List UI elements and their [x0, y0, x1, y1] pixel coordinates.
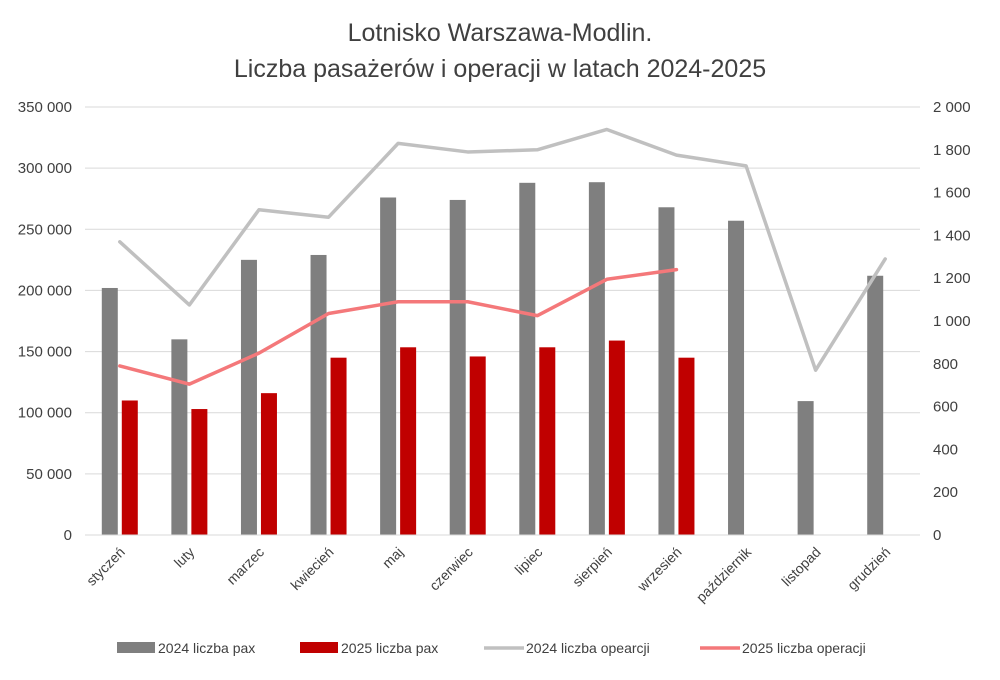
x-tick-label: czerwiec	[426, 544, 476, 594]
bar-2024-pax	[101, 287, 118, 535]
bar-2025-pax	[121, 400, 138, 535]
bar-2024-pax	[310, 254, 327, 536]
x-tick-label: wrzesień	[633, 544, 684, 595]
y-left-tick-label: 350 000	[18, 99, 72, 116]
y-right-tick-label: 400	[933, 441, 958, 458]
line-2024-operations	[118, 127, 887, 372]
y-axis-right: 0 200 400 600 800 1 000 1 200 1 400 1 600 1 800 2 …	[933, 99, 971, 544]
y-right-tick-label: 0	[933, 527, 941, 544]
chart-title-line2: Liczba pasażerów i operacji w latach 202…	[234, 55, 766, 83]
bar-2025-pax	[539, 347, 556, 535]
x-tick-label: lipiec	[512, 544, 546, 578]
bar-2024-pax	[588, 182, 605, 535]
legend-label: 2025 liczba operacji	[742, 640, 866, 656]
bar-2024-pax	[171, 339, 188, 535]
y-right-tick-label: 200	[933, 484, 958, 501]
bar-2024-pax	[797, 401, 814, 535]
bar-2025-pax	[260, 393, 277, 535]
y-right-tick-label: 1 000	[933, 313, 971, 330]
x-axis: styczeń luty marzec kwiecień maj czerwiec lipi…	[83, 534, 920, 605]
bar-2024-pax	[728, 220, 745, 535]
bar-2025-pax	[469, 356, 486, 535]
bar-2024-pax	[449, 199, 466, 536]
bar-2024-pax	[519, 182, 536, 535]
y-left-tick-label: 250 000	[18, 221, 72, 238]
x-tick-label: sierpień	[569, 544, 615, 590]
y-right-tick-label: 1 800	[933, 142, 971, 159]
bar-2024-pax	[380, 197, 397, 535]
legend-swatch	[300, 642, 338, 653]
bar-2025-pax	[400, 347, 417, 535]
x-tick-label: październik	[693, 543, 755, 605]
y-axis-left: 0 50 000 100 000 150 000 200 000 250 000 300 0…	[18, 99, 72, 544]
y-left-tick-label: 50 000	[26, 466, 72, 483]
bar-series	[101, 182, 884, 536]
y-right-tick-label: 1 200	[933, 270, 971, 287]
gridlines	[85, 106, 920, 536]
line-2025-operations	[118, 267, 679, 386]
legend-label: 2024 liczba pax	[158, 640, 255, 656]
bar-2025-pax	[191, 409, 208, 535]
bar-2025-pax	[678, 357, 695, 535]
y-right-tick-label: 600	[933, 399, 958, 416]
x-tick-label: grudzień	[844, 544, 893, 593]
y-right-tick-label: 2 000	[933, 99, 971, 116]
bar-2024-pax	[240, 259, 257, 535]
y-left-tick-label: 200 000	[18, 282, 72, 299]
bar-2025-pax	[330, 357, 347, 535]
y-right-tick-label: 800	[933, 356, 958, 373]
bar-2024-pax	[658, 207, 675, 535]
y-left-tick-label: 150 000	[18, 344, 72, 361]
legend-swatch	[117, 642, 155, 653]
y-left-tick-label: 0	[64, 527, 72, 544]
x-tick-label: maj	[379, 544, 406, 571]
bar-2024-pax	[867, 275, 884, 535]
y-left-tick-label: 300 000	[18, 160, 72, 177]
x-tick-label: listopad	[778, 544, 823, 589]
legend: 2024 liczba pax 2025 liczba pax 2024 liczb…	[117, 640, 866, 656]
y-right-tick-label: 1 400	[933, 227, 971, 244]
x-tick-label: luty	[171, 544, 198, 571]
y-left-tick-label: 100 000	[18, 405, 72, 422]
x-tick-label: styczeń	[83, 544, 128, 589]
line-series	[118, 127, 887, 386]
chart-title-line1: Lotnisko Warszawa-Modlin.	[348, 19, 653, 47]
y-right-tick-label: 1 600	[933, 185, 971, 202]
legend-label: 2024 liczba opearcji	[526, 640, 650, 656]
legend-label: 2025 liczba pax	[341, 640, 438, 656]
x-tick-label: kwiecień	[287, 544, 336, 593]
x-tick-label: marzec	[223, 544, 267, 588]
bar-2025-pax	[608, 340, 625, 535]
